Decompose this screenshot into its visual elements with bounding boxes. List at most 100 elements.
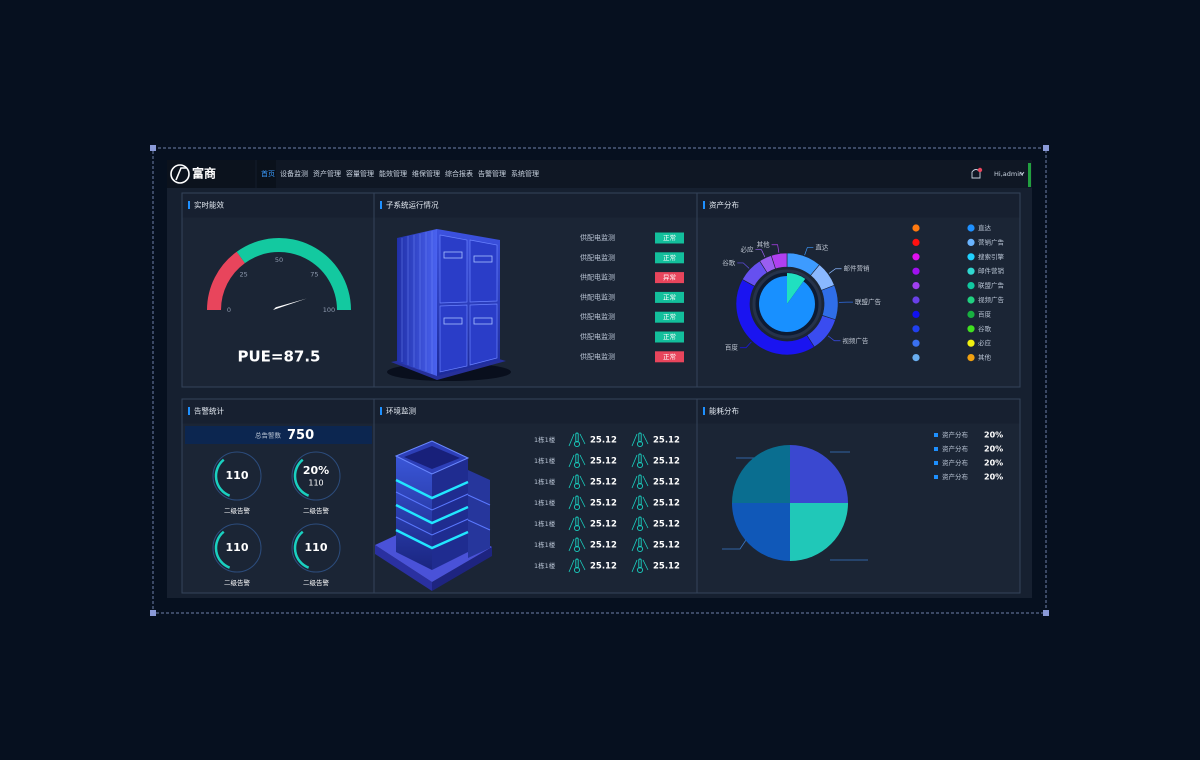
icon-bulb [636,503,644,511]
nav-active-bg [257,160,276,188]
nav-item[interactable]: 资产管理 [313,169,341,178]
icon-bulb [573,545,581,553]
alarm-sub-value: 110 [308,479,323,488]
legend-dot [912,310,920,318]
icon-stem [575,474,579,485]
donut-label: 直达 [815,243,829,252]
legend-swatch [967,310,975,318]
energy-legend-label: 资产分布 [942,430,969,439]
icon-bulb [636,524,644,532]
alarm-ring [291,523,341,573]
frame-handles [150,145,1049,616]
panel-title: 资产分布 [709,200,739,210]
panel-header [182,399,374,424]
building-illustration [375,440,492,591]
donut-label: 谷歌 [722,258,736,267]
donut-leader [804,247,814,256]
subsystem-label: 供配电监测 [580,273,615,282]
nav-item[interactable]: 能效管理 [379,169,407,178]
icon-stem [575,537,579,548]
subsystem-label: 供配电监测 [580,312,615,321]
donut-leader [737,262,750,269]
alarm-ring-arc [214,458,231,497]
humidity-value: 25.12 [653,541,680,551]
nav-item[interactable]: 首页 [261,169,275,178]
icon-wave [631,559,649,573]
icon-bulb [573,566,581,574]
donut-segment [821,284,839,321]
env-location: 1栋1楼 [534,477,556,486]
icon-bulb [573,503,581,511]
temperature-value: 25.12 [590,541,617,551]
humidity-value: 25.12 [653,457,680,467]
panel-header [374,399,697,424]
energy-legend-value: 20% [984,473,1003,482]
legend-label: 视频广告 [978,295,1005,304]
icon-wave [568,559,586,573]
legend-label: 百度 [978,309,992,318]
legend-dot [912,339,920,347]
panel-header [182,193,374,218]
temperature-icon [568,432,586,448]
alarm-label: 二级告警 [224,578,251,587]
icon-wave [631,517,649,531]
gauge-tick-label: 25 [240,271,248,279]
icon-wave [568,517,586,531]
donut-label: 百度 [725,343,739,352]
legend-swatch [967,296,975,304]
alarm-label: 二级告警 [224,506,251,515]
icon-wave [631,496,649,510]
alarm-ring-arc [293,458,310,497]
energy-legend-swatch [934,447,938,451]
alarm-value: 110 [226,469,249,482]
nav-item[interactable]: 系统管理 [511,169,539,178]
status-strip [1028,163,1031,187]
panel-header [374,193,697,218]
nav-item[interactable]: 设备监测 [280,169,308,178]
inner-pie-segment [759,276,816,332]
energy-legend-label: 资产分布 [942,472,969,481]
icon-wave [631,538,649,552]
notification-bell[interactable] [971,167,983,179]
subsystem-label: 供配电监测 [580,332,615,341]
icon-bulb [573,461,581,469]
legend-label: 搜索引擎 [978,252,1005,261]
icon-stem [638,495,642,506]
panel-header-bar [380,407,382,415]
legend-swatch [967,354,975,362]
legend-dot [912,224,920,232]
humidity-value: 25.12 [653,436,680,446]
alarm-ring [212,523,262,573]
legend-dot [912,282,920,290]
user-menu[interactable]: Hi,admin [994,170,1023,178]
legend-label: 直达 [978,223,992,232]
temperature-value: 25.12 [590,520,617,530]
icon-stem [575,432,579,443]
legend-dot [912,267,920,275]
status-badge [655,351,684,363]
humidity-icon [631,495,649,511]
nav-item[interactable]: 容量管理 [346,169,374,178]
alarm-ring [212,451,262,501]
legend-label: 邮件营销 [978,266,1005,275]
temperature-icon [568,474,586,490]
panel-header-bar [188,407,190,415]
nav-item[interactable]: 告警管理 [478,169,506,178]
icon-stem [638,474,642,485]
humidity-icon [631,516,649,532]
env-location: 1栋1楼 [534,561,556,570]
status-badge [655,311,684,323]
panel-title: 环境监测 [386,406,416,416]
donut-leader [771,244,780,253]
energy-legend-value: 20% [984,459,1003,468]
nav-item[interactable]: 综合报表 [445,169,473,178]
subsystem-label: 供配电监测 [580,292,615,301]
energy-legend-label: 资产分布 [942,458,969,467]
icon-wave [631,433,649,447]
alarm-ring [291,451,341,501]
legend-swatch [967,238,975,246]
nav-item[interactable]: 维保管理 [412,169,440,178]
alarm-label: 二级告警 [303,506,330,515]
energy-pie-segment [732,503,790,561]
legend-label: 营销广告 [978,237,1005,246]
